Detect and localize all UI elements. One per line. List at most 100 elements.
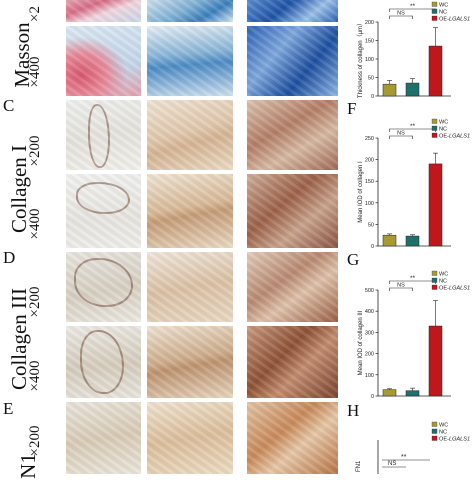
- y-tick-label: 0: [371, 244, 374, 250]
- y-tick-label: 250: [365, 136, 374, 142]
- y-axis-label: Thickness of collagen（μm）: [357, 20, 364, 98]
- stain-label-fn1: N1: [16, 453, 40, 479]
- micrograph-collagen-i-wc-400: [66, 174, 141, 248]
- y-tick-label: 100: [365, 373, 374, 379]
- y-tick-label: 500: [365, 288, 374, 294]
- legend-label-oe-gene: LGALS1: [449, 16, 470, 22]
- micrograph-fn1-wc-200: [66, 402, 141, 474]
- y-tick-label: 150: [365, 179, 374, 185]
- ns-label: NS: [397, 283, 405, 289]
- y-tick-label: 200: [365, 158, 374, 164]
- fn1-legend-oe-prefix: OE-: [439, 436, 449, 442]
- legend-swatch-wc: [431, 1, 438, 7]
- y-axis-label: Mean IOD of collagen I: [358, 161, 364, 223]
- y-tick-label: 100: [365, 57, 374, 63]
- legend-label-oe-prefix: OE-: [439, 285, 449, 291]
- micrograph-collagen-iii-oe-400: [247, 326, 338, 398]
- y-tick-label: 400: [365, 309, 374, 315]
- micrograph-masson-wc-200: [66, 0, 141, 22]
- micrograph-masson-wc-400: [66, 26, 141, 96]
- y-tick-label: 100: [365, 201, 374, 207]
- legend-swatch-oe: [431, 15, 438, 21]
- legend-label-wc: WC: [439, 119, 448, 125]
- micrograph-masson-nc-400: [147, 26, 233, 96]
- fn1-legend-oe: OE-LGALS1: [439, 436, 470, 442]
- mag-label-d-bottom: ×400: [27, 360, 43, 392]
- stain-label-collagen-i: Collagen I: [7, 144, 31, 234]
- micrograph-fn1-oe-200: [247, 402, 338, 474]
- chart-collagen-i-iod: 0 50 100 150 200 250 Mean IOD of collagen I NS *…: [358, 118, 470, 250]
- micrograph-fn1-nc-200: [147, 402, 233, 474]
- micrograph-collagen-i-nc-400: [147, 174, 233, 248]
- bar-oe: [428, 325, 443, 397]
- star-label: **: [410, 275, 416, 282]
- legend-swatch-oe: [431, 284, 438, 290]
- y-tick-label: 0: [371, 94, 374, 100]
- legend-label-oe-prefix: OE-: [439, 133, 449, 139]
- legend-label-oe: OE-LGALS1: [439, 285, 470, 291]
- legend-label-nc: NC: [439, 9, 447, 15]
- fn1-star-label: **: [401, 454, 407, 461]
- fn1-legend-nc: NC: [439, 429, 447, 435]
- y-tick-label: 150: [365, 39, 374, 45]
- legend-swatch-wc: [431, 270, 438, 276]
- micrograph-collagen-iii-nc-200: [147, 252, 233, 322]
- panel-letter-c: C: [3, 96, 15, 115]
- micrograph-collagen-i-wc-200: [66, 100, 141, 170]
- star-label: **: [410, 3, 416, 10]
- legend-swatch-oe: [431, 132, 438, 138]
- legend-swatch-nc: [431, 277, 438, 283]
- legend-label-oe: OE-LGALS1: [439, 16, 470, 22]
- y-tick-label: 0: [371, 394, 374, 400]
- legend-label-wc: WC: [439, 2, 448, 8]
- micrograph-collagen-iii-oe-200: [247, 252, 338, 322]
- ns-label: NS: [397, 131, 405, 137]
- y-tick-label: 200: [365, 20, 374, 26]
- y-tick-label: 50: [368, 222, 374, 228]
- legend-label-oe: OE-LGALS1: [439, 133, 470, 139]
- micrograph-collagen-iii-nc-400: [147, 326, 233, 398]
- legend-label-oe-gene: LGALS1: [449, 285, 470, 291]
- bar-wc: [382, 83, 397, 97]
- panel-letter-f: F: [347, 99, 357, 118]
- micrograph-masson-oe-400: [247, 26, 338, 96]
- chart-fn1: FN1 NS ** WC NC OE-LGALS1: [356, 421, 470, 474]
- legend-swatch-nc: [431, 125, 438, 131]
- y-tick-label: 200: [365, 352, 374, 358]
- bar-nc: [405, 235, 420, 247]
- bar-nc: [405, 390, 420, 397]
- legend-label-oe-prefix: OE-: [439, 16, 449, 22]
- micrograph-masson-nc-200: [147, 0, 233, 22]
- bar-nc: [405, 82, 420, 97]
- mag-label-c-bottom: ×400: [27, 208, 43, 240]
- fn1-ns-label: NS: [388, 461, 396, 467]
- micrograph-collagen-i-oe-200: [247, 100, 338, 170]
- panel-letter-h: H: [347, 401, 360, 420]
- fn1-legend-oe-swatch: [431, 435, 438, 441]
- legend-label-nc: NC: [439, 278, 447, 284]
- chart-collagen-iii-iod: 0 100 200 300 400 500 Mean IOD of collagen III…: [358, 270, 470, 400]
- ns-label: NS: [397, 11, 405, 17]
- legend-label-oe-gene: LGALS1: [449, 133, 470, 139]
- fn1-legend-oe-gene: LGALS1: [449, 436, 470, 442]
- micrograph-collagen-i-nc-200: [147, 100, 233, 170]
- bar-oe: [428, 163, 443, 247]
- y-axis-label: Mean IOD of collagen III: [358, 310, 364, 375]
- micrograph-collagen-iii-wc-200: [66, 252, 141, 322]
- legend-swatch-nc: [431, 8, 438, 14]
- ns-bracket: [389, 15, 413, 19]
- fn1-legend-wc: WC: [439, 422, 448, 428]
- ns-bracket: [389, 287, 413, 291]
- fn1-ylabel: FN1: [356, 460, 362, 472]
- bar-wc: [382, 389, 397, 397]
- y-tick-label: 300: [365, 330, 374, 336]
- panel-letter-e: E: [3, 399, 14, 418]
- bar-oe: [428, 45, 443, 97]
- star-label: **: [410, 123, 416, 130]
- fn1-legend-wc-swatch: [431, 421, 438, 427]
- ns-bracket: [389, 135, 413, 139]
- stain-label-collagen-iii: Collagen III: [7, 287, 31, 391]
- mag-label-masson-bottom: ×400: [27, 56, 43, 88]
- micrograph-masson-oe-200: [247, 0, 338, 22]
